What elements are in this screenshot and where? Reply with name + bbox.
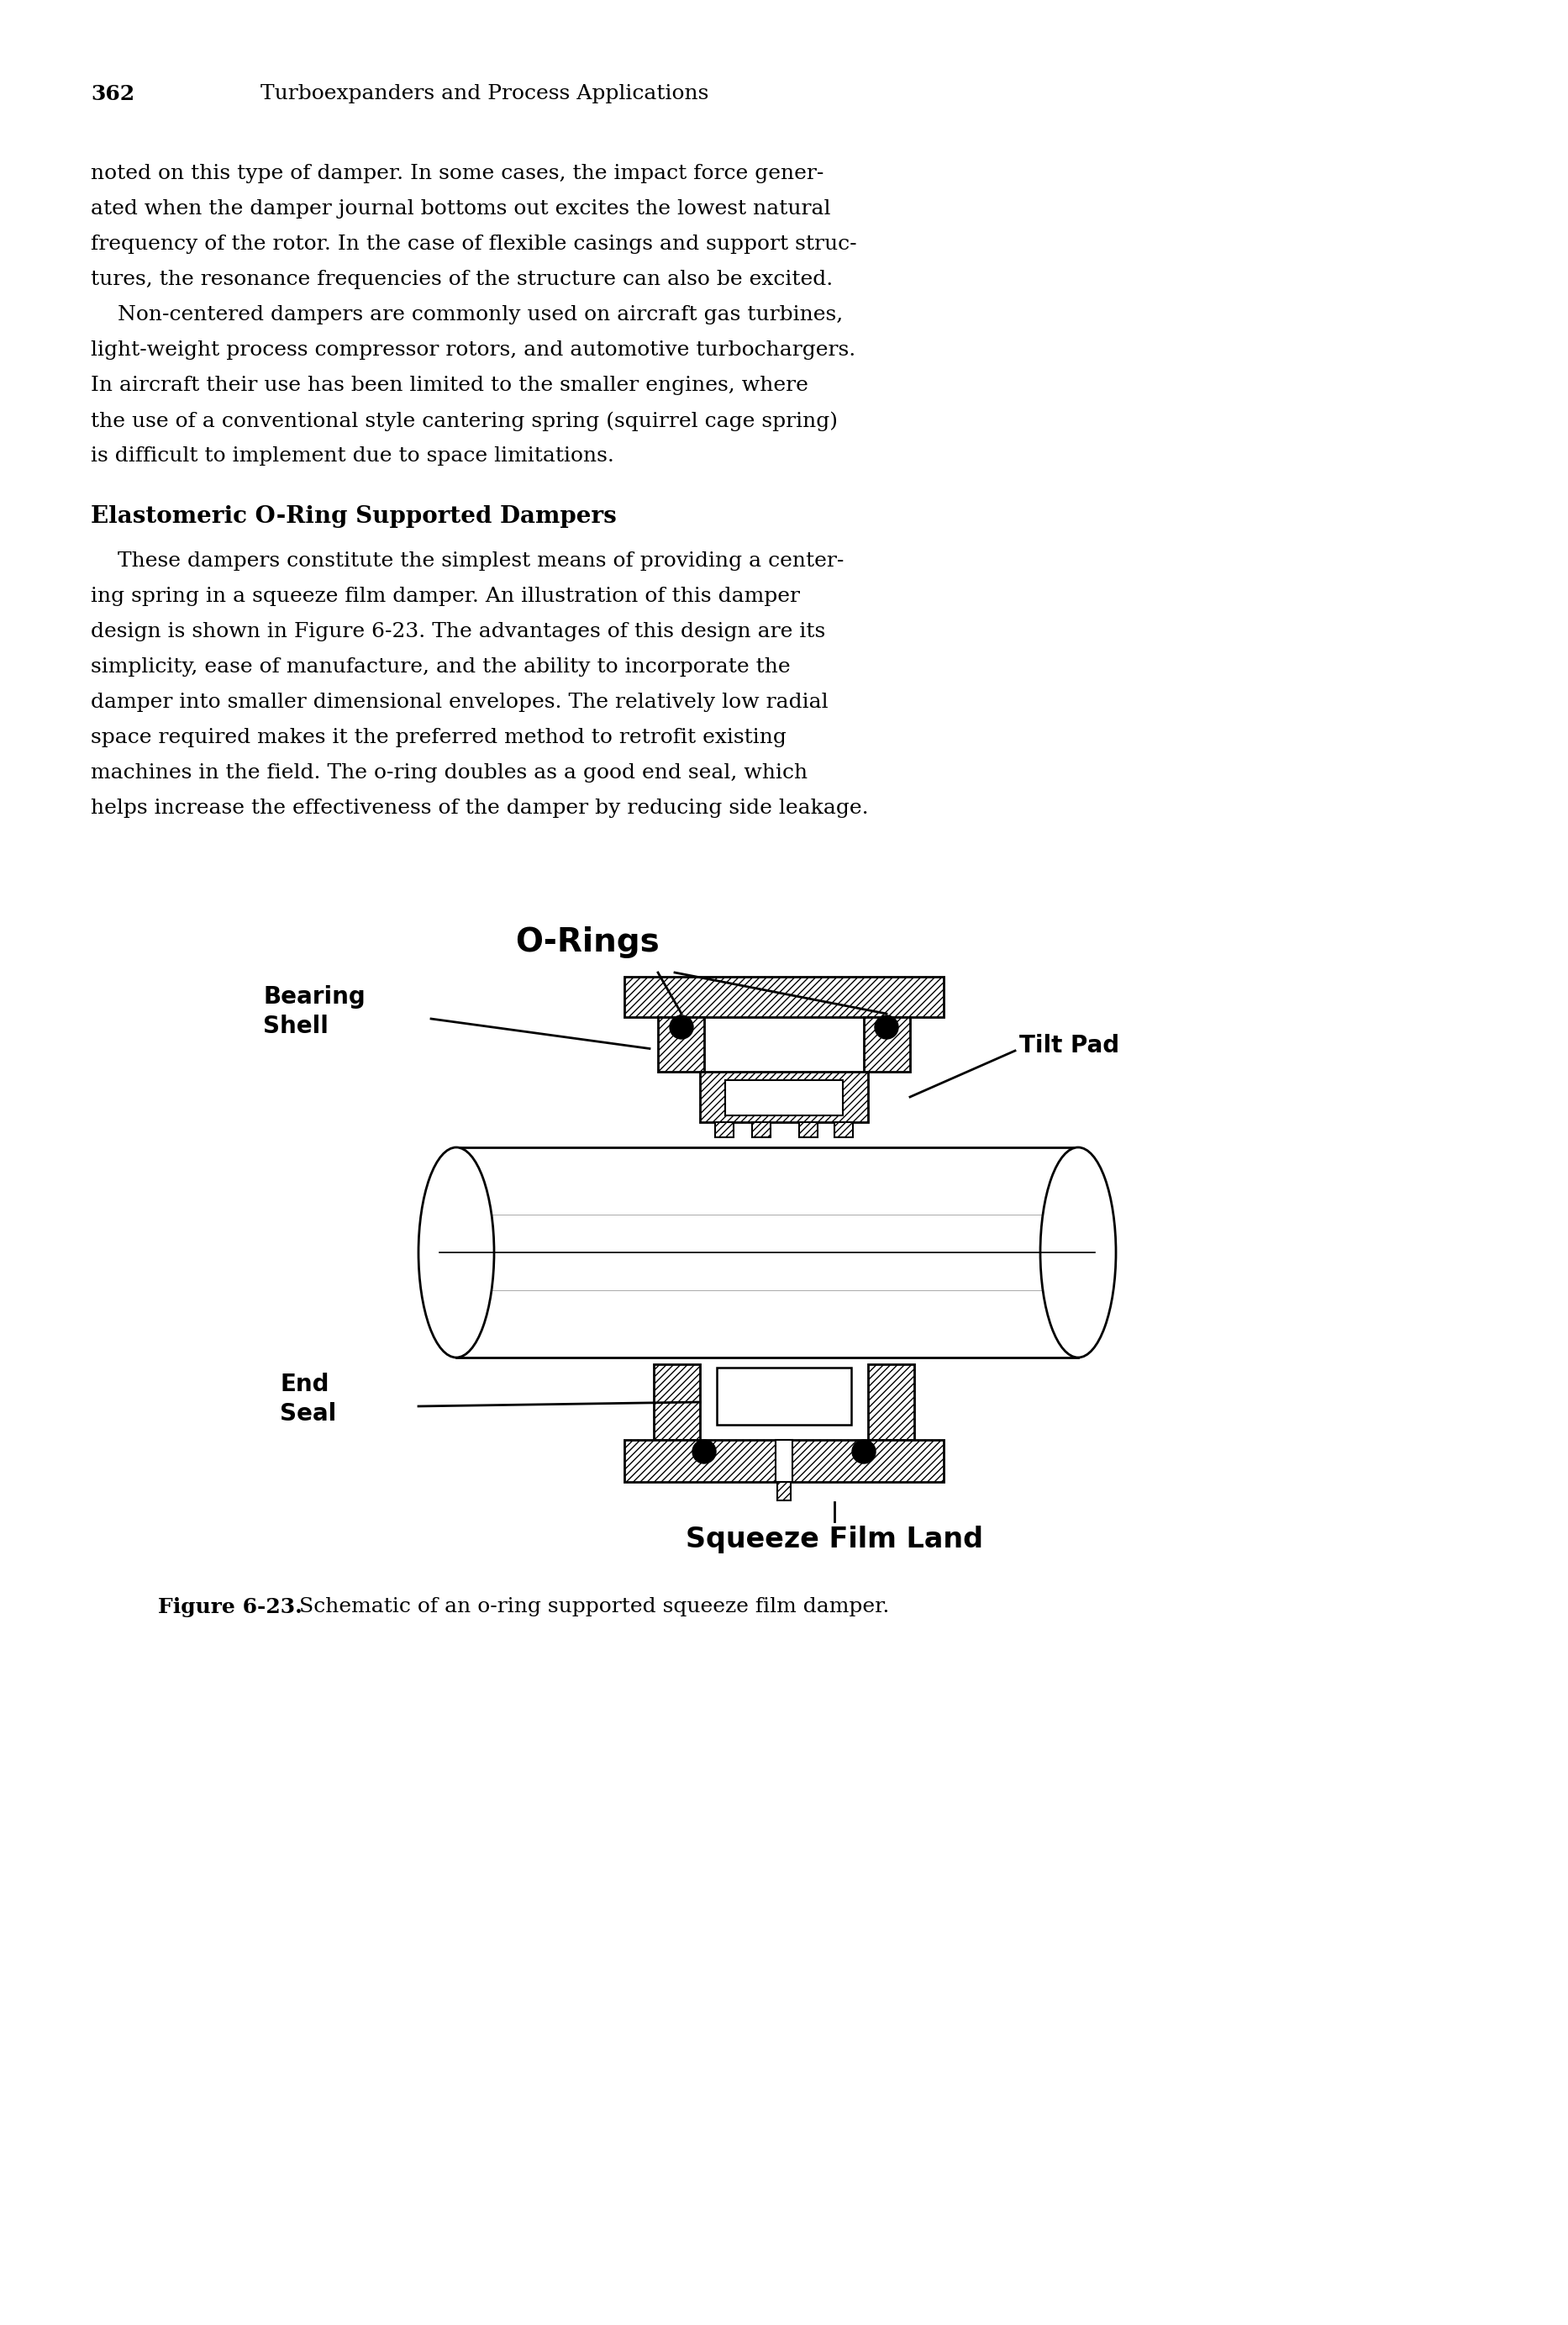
Bar — [776, 1439, 792, 1481]
Ellipse shape — [1040, 1146, 1116, 1358]
Text: light-weight process compressor rotors, and automotive turbochargers.: light-weight process compressor rotors, … — [91, 339, 856, 360]
Text: Elastomeric O-Ring Supported Dampers: Elastomeric O-Ring Supported Dampers — [91, 505, 616, 528]
Bar — [864, 1016, 909, 1072]
Circle shape — [851, 1439, 875, 1462]
Text: In aircraft their use has been limited to the smaller engines, where: In aircraft their use has been limited t… — [91, 377, 808, 395]
Text: noted on this type of damper. In some cases, the impact force gener-: noted on this type of damper. In some ca… — [91, 163, 823, 184]
Bar — [624, 976, 944, 1016]
Bar — [753, 1123, 770, 1137]
Text: These dampers constitute the simplest means of providing a center-: These dampers constitute the simplest me… — [91, 551, 844, 570]
Text: Bearing
Shell: Bearing Shell — [263, 986, 365, 1037]
Text: Squeeze Film Land: Squeeze Film Land — [685, 1525, 983, 1553]
Circle shape — [670, 1016, 693, 1039]
Text: tures, the resonance frequencies of the structure can also be excited.: tures, the resonance frequencies of the … — [91, 270, 833, 288]
Bar — [456, 1146, 1079, 1358]
Bar — [624, 1439, 944, 1481]
Text: simplicity, ease of manufacture, and the ability to incorporate the: simplicity, ease of manufacture, and the… — [91, 658, 790, 677]
Bar — [659, 1016, 704, 1072]
Text: damper into smaller dimensional envelopes. The relatively low radial: damper into smaller dimensional envelope… — [91, 693, 828, 711]
Text: frequency of the rotor. In the case of flexible casings and support struc-: frequency of the rotor. In the case of f… — [91, 235, 856, 253]
Text: End
Seal: End Seal — [279, 1372, 336, 1425]
Circle shape — [693, 1439, 717, 1462]
Text: 362: 362 — [91, 84, 135, 105]
Text: Tilt Pad: Tilt Pad — [1019, 1035, 1120, 1058]
Text: Schematic of an o-ring supported squeeze film damper.: Schematic of an o-ring supported squeeze… — [285, 1597, 889, 1616]
Bar — [800, 1123, 817, 1137]
Text: O-Rings: O-Rings — [516, 925, 660, 958]
Bar — [834, 1123, 853, 1137]
Bar — [654, 1365, 699, 1439]
Bar — [717, 1367, 851, 1425]
Ellipse shape — [419, 1146, 494, 1358]
Text: Figure 6-23.: Figure 6-23. — [158, 1597, 303, 1618]
Text: machines in the field. The o-ring doubles as a good end seal, which: machines in the field. The o-ring double… — [91, 763, 808, 784]
Text: design is shown in Figure 6-23. The advantages of this design are its: design is shown in Figure 6-23. The adva… — [91, 623, 825, 642]
Text: helps increase the effectiveness of the damper by reducing side leakage.: helps increase the effectiveness of the … — [91, 797, 869, 818]
Bar — [869, 1365, 914, 1439]
Text: is difficult to implement due to space limitations.: is difficult to implement due to space l… — [91, 446, 615, 465]
Bar — [724, 1081, 844, 1116]
Text: ing spring in a squeeze film damper. An illustration of this damper: ing spring in a squeeze film damper. An … — [91, 586, 800, 607]
Text: ated when the damper journal bottoms out excites the lowest natural: ated when the damper journal bottoms out… — [91, 200, 831, 219]
Text: the use of a conventional style cantering spring (squirrel cage spring): the use of a conventional style canterin… — [91, 412, 837, 430]
Text: space required makes it the preferred method to retrofit existing: space required makes it the preferred me… — [91, 728, 787, 746]
Circle shape — [875, 1016, 898, 1039]
Bar — [778, 1481, 790, 1500]
Text: Turboexpanders and Process Applications: Turboexpanders and Process Applications — [260, 84, 709, 102]
Text: Non-centered dampers are commonly used on aircraft gas turbines,: Non-centered dampers are commonly used o… — [91, 305, 844, 326]
Bar — [699, 1072, 869, 1123]
Bar — [715, 1123, 734, 1137]
